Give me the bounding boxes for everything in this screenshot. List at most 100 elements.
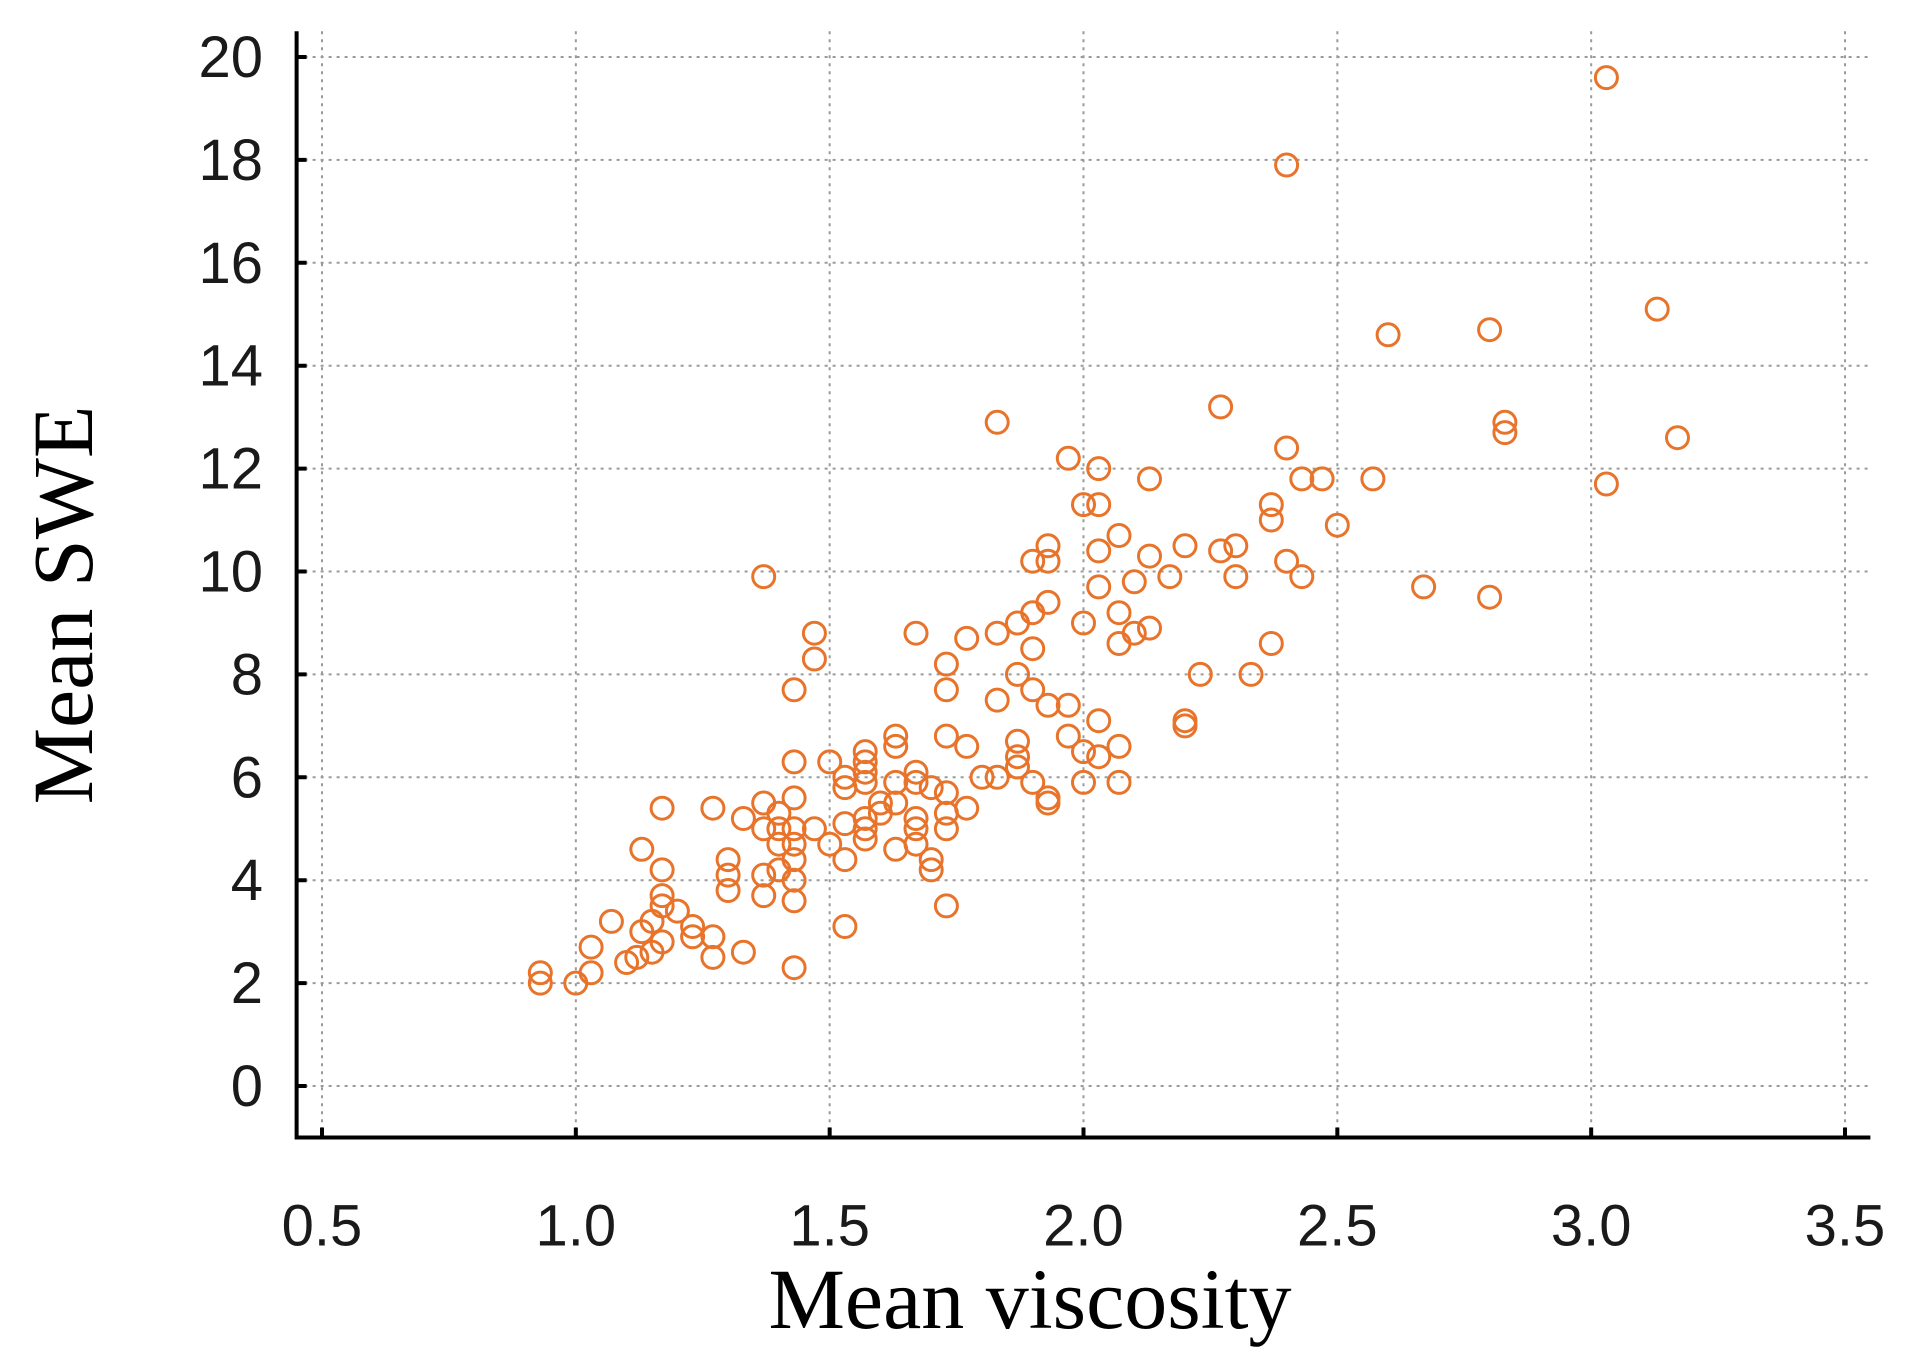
data-point — [730, 806, 756, 831]
data-point — [1477, 584, 1503, 610]
data-point — [867, 790, 893, 816]
y-tick-label: 4 — [231, 848, 263, 913]
data-point — [781, 816, 807, 842]
data-point — [781, 677, 807, 703]
data-point — [852, 816, 878, 842]
data-point — [933, 677, 959, 703]
data-point — [1106, 600, 1132, 626]
data-point — [751, 564, 777, 590]
data-point — [1172, 533, 1198, 559]
data-point — [1309, 466, 1335, 492]
data-point — [1071, 610, 1096, 636]
data-point — [883, 769, 909, 795]
data-point — [883, 723, 909, 749]
data-point — [1086, 492, 1112, 518]
data-point — [1289, 466, 1315, 492]
data-point — [1106, 631, 1132, 656]
y-tick-label: 20 — [198, 25, 263, 90]
data-point — [649, 795, 675, 821]
data-point — [852, 739, 878, 765]
y-tick-label: 18 — [198, 128, 263, 193]
data-point — [598, 908, 624, 934]
data-point — [1020, 769, 1046, 795]
data-point — [832, 847, 858, 873]
data-point — [715, 847, 741, 873]
data-point — [933, 651, 959, 677]
data-point — [700, 944, 726, 970]
y-tick-label: 10 — [198, 540, 263, 605]
data-point — [1055, 723, 1081, 749]
data-point — [664, 898, 690, 924]
data-point — [700, 795, 726, 821]
data-point — [954, 625, 980, 651]
x-axis-title: Mean viscosity — [768, 1251, 1291, 1347]
data-point — [1121, 569, 1147, 595]
data-point — [969, 764, 995, 790]
data-point — [1208, 394, 1234, 420]
data-point — [649, 893, 675, 919]
data-point — [766, 816, 792, 842]
data-point — [781, 847, 807, 873]
data-point — [852, 749, 878, 775]
data-point — [1005, 728, 1030, 754]
data-point — [801, 620, 827, 646]
data-point — [1005, 661, 1030, 687]
data-point — [1086, 538, 1112, 564]
data-point — [1208, 538, 1234, 564]
data-point — [1258, 492, 1284, 518]
data-point — [578, 934, 604, 960]
data-point — [954, 795, 980, 821]
data-point — [766, 800, 792, 826]
axes — [294, 31, 1871, 1140]
data-points — [527, 65, 1690, 996]
data-point — [715, 878, 741, 903]
y-tick-label: 16 — [198, 231, 263, 296]
data-point — [649, 883, 675, 909]
data-point — [903, 831, 929, 857]
data-point — [1035, 548, 1061, 574]
data-point — [933, 893, 959, 919]
x-tick-label: 2.0 — [1043, 1193, 1124, 1258]
data-point — [1035, 785, 1061, 811]
x-tick-label: 1.5 — [789, 1193, 870, 1258]
data-point — [1324, 512, 1350, 538]
data-point — [832, 811, 858, 837]
data-point — [781, 749, 807, 775]
data-point — [1289, 564, 1315, 590]
data-point — [751, 790, 777, 816]
data-point — [817, 749, 843, 775]
data-point — [751, 816, 777, 842]
data-point — [1411, 574, 1437, 600]
data-point — [984, 687, 1010, 713]
data-point — [933, 816, 959, 842]
data-point — [801, 816, 827, 842]
data-point — [1035, 589, 1061, 615]
data-point — [1172, 713, 1198, 739]
data-point — [1020, 677, 1046, 703]
data-point — [527, 960, 553, 986]
axis-lines — [294, 31, 1871, 1140]
data-point — [883, 836, 909, 862]
data-point — [1086, 456, 1112, 482]
data-point — [1665, 425, 1690, 451]
data-point — [1593, 65, 1619, 91]
data-point — [918, 775, 944, 801]
x-tick-labels: 0.5 1.0 1.5 2.0 2.5 3.0 3.5 — [282, 1193, 1886, 1258]
data-point — [1223, 533, 1249, 559]
data-point — [1005, 744, 1030, 770]
data-point — [883, 733, 909, 759]
data-point — [1137, 543, 1162, 569]
data-point — [1274, 548, 1300, 574]
data-point — [1137, 466, 1162, 492]
x-tick-label: 3.5 — [1805, 1193, 1886, 1258]
data-point — [1223, 564, 1249, 590]
data-point — [1086, 574, 1112, 600]
data-point — [1121, 620, 1147, 646]
data-point — [933, 780, 959, 806]
data-point — [1086, 744, 1112, 770]
data-point — [832, 914, 858, 939]
data-point — [903, 759, 929, 785]
data-point — [1020, 548, 1046, 574]
data-point — [751, 883, 777, 909]
data-point — [1644, 296, 1670, 322]
